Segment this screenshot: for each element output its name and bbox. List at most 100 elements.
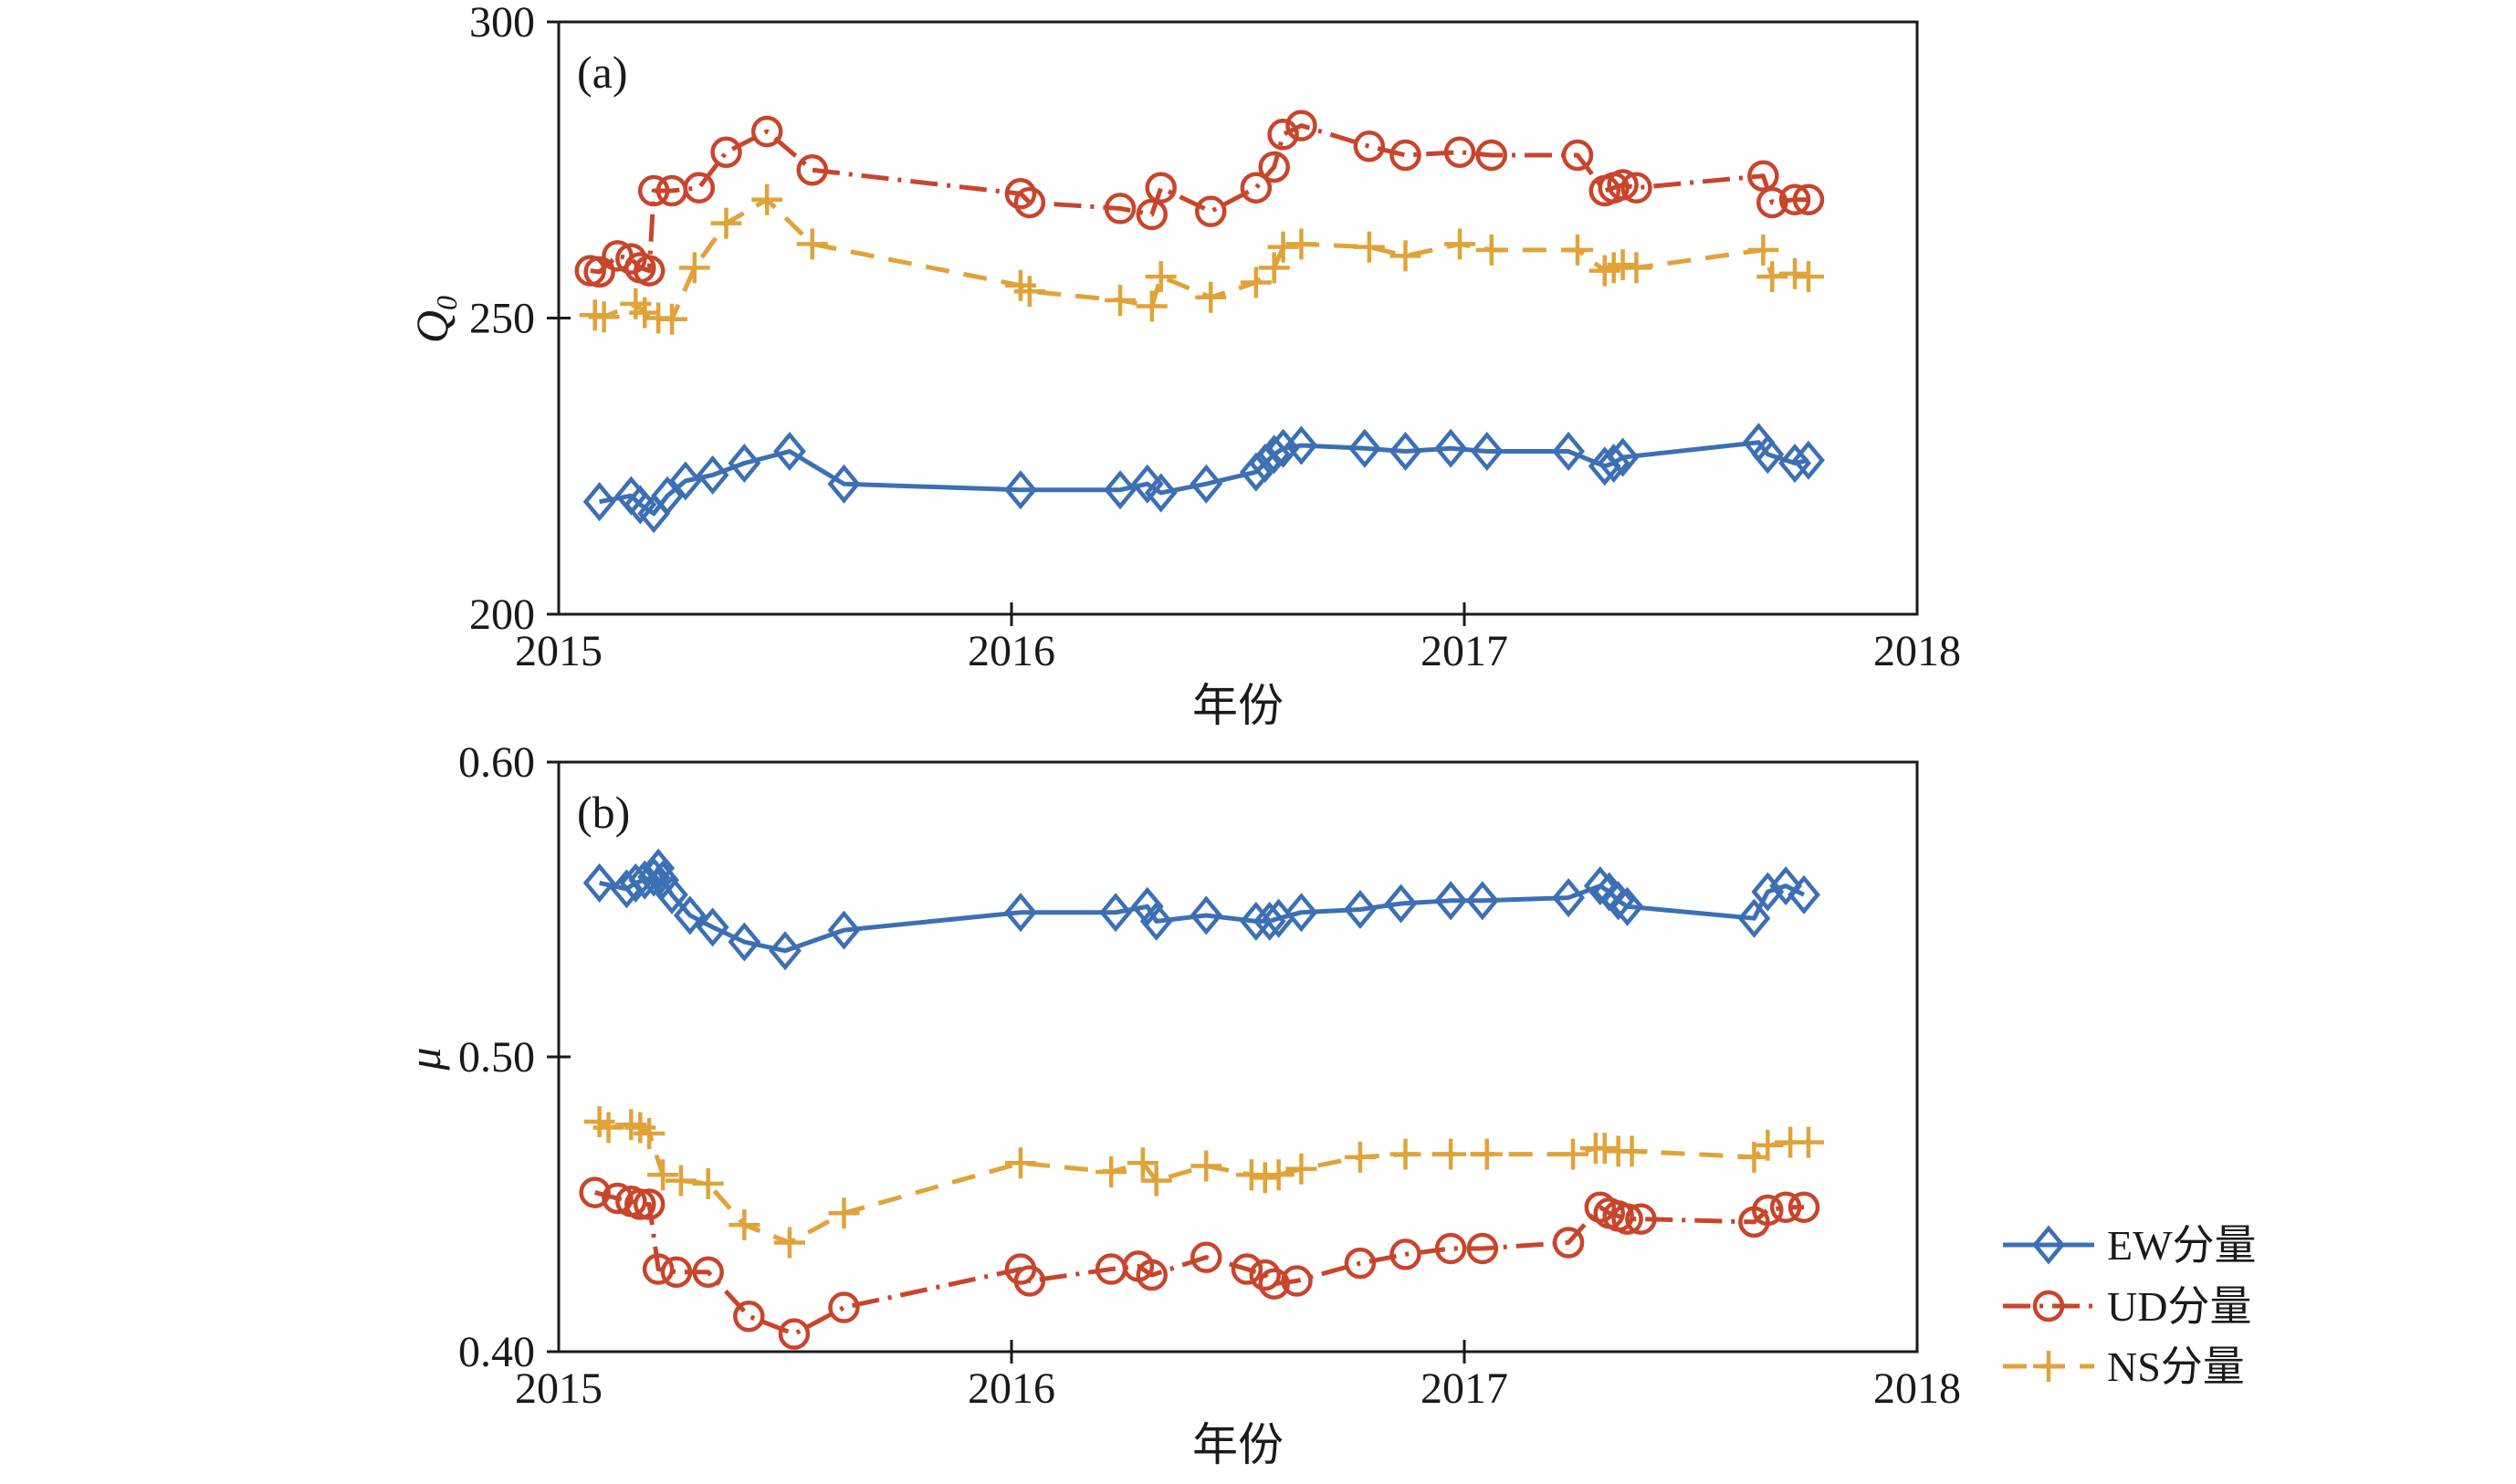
diamond-marker [1751,434,1785,475]
diamond-marker [1347,428,1381,468]
plus-marker [1140,1165,1172,1197]
circle-marker [1620,172,1652,204]
series-markers-circle [574,110,1825,288]
circle-marker [1611,1203,1643,1235]
diamond-marker [1552,432,1586,472]
diamond-marker [642,848,676,888]
circle-marker [1258,1268,1290,1300]
x-tick-label: 2018 [1873,627,1961,675]
circle-marker [642,1253,675,1285]
series-markers-plus [579,183,1824,335]
diamond-marker [1190,464,1223,504]
plus-marker [1353,231,1385,263]
diamond-marker [1130,464,1164,504]
diamond-marker [1465,881,1499,921]
circle-marker [1004,177,1037,210]
circle-marker [579,1176,611,1208]
plus-marker [796,228,828,260]
series-markers-plus [583,1106,1824,1259]
diamond-marker [1384,883,1418,924]
circle-marker [660,1256,693,1289]
circle-marker [1231,1253,1263,1285]
circle-marker [1778,183,1811,215]
diamond-marker [696,907,729,947]
circle-marker [778,1318,811,1350]
diamond-marker [582,862,616,903]
series-markers-diamond [582,423,1825,534]
plus-marker [1475,234,1507,266]
diamond-marker [637,857,671,897]
diamond-marker [773,432,806,472]
circle-marker [1258,151,1290,183]
plus-marker [1557,1138,1589,1170]
circle-marker [1747,160,1779,192]
diamond-marker [1583,866,1617,906]
plus-marker [1752,1129,1784,1161]
circle-marker [633,255,666,287]
circle-marker [624,1188,656,1220]
legend-label: NS分量 [2107,1343,2245,1390]
plus-marker [1756,261,1788,293]
diamond-marker [1144,473,1178,513]
circle-marker [583,256,615,288]
plus-marker [710,207,742,239]
plus-marker [1263,1159,1295,1191]
diamond-marker [1769,866,1803,906]
circle-marker [1607,169,1639,201]
plus-marker [1562,234,1593,266]
plus-marker [1004,1147,1036,1179]
x-tick-label: 2018 [1873,1364,1961,1413]
diamond-marker [2032,1225,2065,1265]
plus-marker [678,252,710,284]
plus-marker [647,1159,679,1191]
circle-marker [683,172,716,204]
axis-box [557,20,1919,616]
plus-marker [1195,281,1227,313]
circle-marker [1389,1238,1421,1270]
diamond-marker [668,461,702,501]
plus-marker [1779,257,1811,289]
diamond-marker [1104,470,1137,510]
diamond-marker [1606,437,1640,477]
y-tick-label: 0.50 [458,1033,535,1082]
panel-label: (b) [577,787,630,838]
plus-marker [1444,228,1476,260]
plus-marker [1285,1153,1317,1185]
circle-marker [637,174,670,207]
y-tick-label: 200 [469,590,535,639]
circle-marker [1466,1232,1499,1265]
x-tick-label: 2015 [515,1364,603,1413]
y-tick-label: 0.60 [458,738,535,787]
legend: EW分量 UD分量 NS分量 [2003,1222,2257,1390]
circle-marker [1443,136,1476,169]
circle-marker [710,136,742,169]
diamond-marker [1284,425,1318,465]
plus-marker [1145,261,1177,293]
x-axis-title: 年份 [1192,680,1284,731]
plus-marker [729,1209,760,1241]
diamond-marker [827,464,861,504]
circle-marker [1769,1191,1802,1223]
plus-marker [1267,231,1299,263]
plus-marker [2033,1351,2064,1382]
plus-marker [1235,1159,1267,1191]
plus-marker [1190,1150,1222,1182]
series-markers-circle [579,1176,1820,1350]
diamond-marker [1610,886,1644,926]
diamond-marker [655,874,688,914]
circle-marker [1013,1265,1046,1297]
circle-marker [602,1182,634,1215]
panel-label: (a) [577,47,628,98]
series-markers-diamond [582,848,1820,971]
circle-marker [1792,183,1825,215]
circle-marker [1389,139,1421,172]
diamond-marker [1470,432,1504,472]
circle-marker [796,154,829,186]
circle-marker [1249,1259,1282,1291]
circle-marker [1136,1259,1169,1291]
diamond-marker [1601,881,1635,921]
circle-marker [1104,193,1137,225]
diamond-marker [728,922,761,962]
